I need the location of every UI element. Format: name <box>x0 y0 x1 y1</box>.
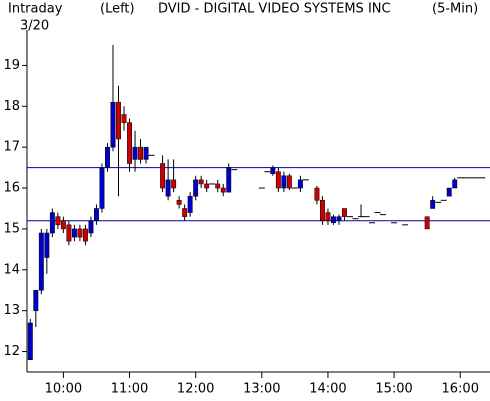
axis-note: (Left) <box>100 2 135 17</box>
candle-body <box>71 228 77 238</box>
candle-body <box>176 200 182 205</box>
candle-body <box>27 322 33 360</box>
candle-body <box>138 146 143 160</box>
candle-body <box>215 183 221 189</box>
y-tick-label: 19 <box>3 58 20 73</box>
candle-body <box>297 179 303 189</box>
candle-body <box>281 175 287 189</box>
y-tick-label: 15 <box>3 221 20 236</box>
candle-body <box>99 167 105 209</box>
candle-body <box>314 187 320 201</box>
candle-body <box>286 175 292 189</box>
candle-body <box>55 216 61 226</box>
x-tick-label: 15:00 <box>375 382 412 397</box>
candle-body <box>193 179 199 197</box>
y-tick-label: 18 <box>3 99 20 114</box>
interval: (5-Min) <box>432 2 478 17</box>
candle-body <box>33 289 39 311</box>
y-tick-label: 14 <box>3 262 20 277</box>
candle-body <box>336 216 342 221</box>
candle-body <box>331 216 336 224</box>
candle-body <box>94 208 99 221</box>
candle-body <box>160 163 166 189</box>
candle-body <box>116 101 121 140</box>
candle-body <box>88 220 94 234</box>
candle-body <box>132 146 138 160</box>
candle-body <box>121 114 127 123</box>
y-tick-label: 13 <box>3 303 20 318</box>
candle-body <box>66 224 72 242</box>
y-tick-label: 12 <box>3 344 20 359</box>
x-tick-label: 11:00 <box>111 382 148 397</box>
candle-body <box>204 183 210 189</box>
candle-body <box>275 171 281 189</box>
candle-body <box>226 167 232 193</box>
x-tick-label: 13:00 <box>243 382 280 397</box>
candle-body <box>446 187 452 197</box>
candle-body <box>220 187 226 193</box>
candle-body <box>270 167 276 174</box>
candle-body <box>319 200 325 221</box>
candle-body <box>430 200 436 209</box>
y-tick-label: 17 <box>3 140 20 155</box>
candle-body <box>452 179 458 189</box>
candle-body <box>49 212 55 234</box>
candle-body <box>82 228 88 242</box>
candle-body <box>342 208 347 217</box>
candle-body <box>187 195 193 213</box>
candle-body <box>110 101 116 148</box>
date: 3/20 <box>20 19 49 34</box>
x-tick-label: 12:00 <box>177 382 214 397</box>
candle-body <box>60 220 66 230</box>
candle-body <box>77 228 83 238</box>
candle-body <box>44 232 50 258</box>
y-tick-label: 16 <box>3 181 20 196</box>
chart-title: DVID - DIGITAL VIDEO SYSTEMS INC <box>158 2 391 17</box>
candle-body <box>182 208 188 217</box>
header-left: Intraday <box>8 2 63 17</box>
candle-body <box>105 146 110 168</box>
candle-body <box>424 216 430 230</box>
x-tick-label: 14:00 <box>309 382 346 397</box>
candle-body <box>38 232 44 291</box>
candle-body <box>127 122 132 164</box>
candle-body <box>171 179 177 189</box>
x-tick-label: 10:00 <box>45 382 82 397</box>
candle-body <box>325 212 331 221</box>
candle-body <box>165 179 171 197</box>
candle-body <box>143 146 149 160</box>
candle-body <box>198 179 204 185</box>
x-tick-label: 16:00 <box>442 382 479 397</box>
